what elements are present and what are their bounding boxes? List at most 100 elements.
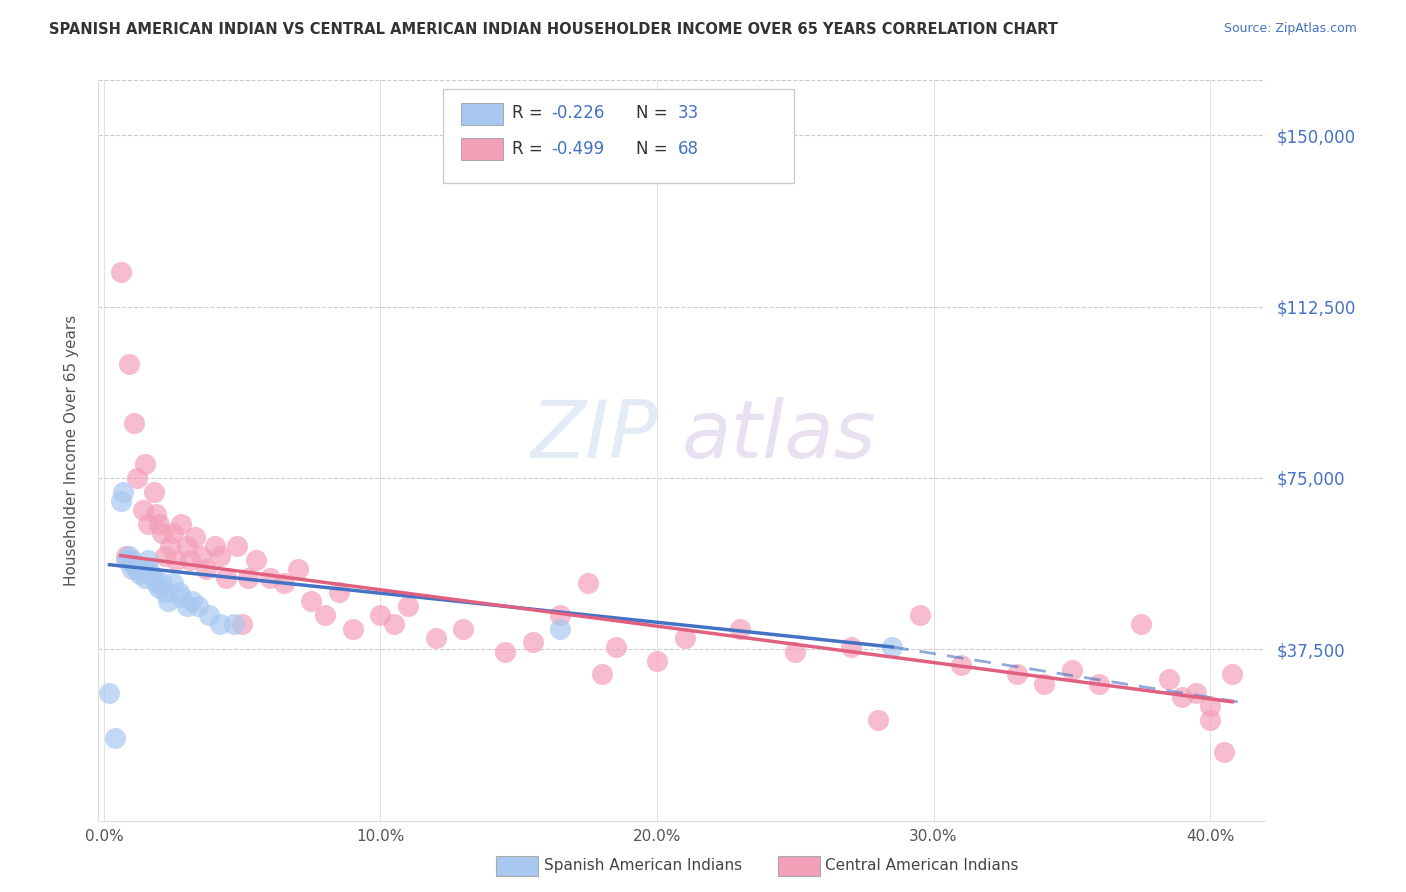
- Point: [184, 530, 207, 544]
- Point: [121, 553, 143, 567]
- Point: [839, 640, 862, 654]
- Point: [382, 617, 405, 632]
- Point: [127, 562, 149, 576]
- Point: [494, 644, 516, 658]
- Point: [150, 525, 173, 540]
- Point: [124, 558, 146, 572]
- Point: [129, 566, 152, 581]
- Point: [198, 607, 221, 622]
- Text: ZIP: ZIP: [531, 397, 658, 475]
- Point: [1157, 672, 1180, 686]
- Point: [868, 713, 890, 727]
- Point: [118, 357, 141, 371]
- Point: [908, 607, 931, 622]
- Point: [110, 493, 132, 508]
- Text: Central American Indians: Central American Indians: [825, 858, 1019, 872]
- Point: [121, 562, 143, 576]
- Point: [314, 607, 336, 622]
- Point: [522, 635, 544, 649]
- Point: [170, 516, 193, 531]
- Point: [236, 571, 259, 585]
- Point: [118, 549, 141, 563]
- Point: [1033, 676, 1056, 690]
- Text: Source: ZipAtlas.com: Source: ZipAtlas.com: [1223, 22, 1357, 36]
- Text: 33: 33: [678, 104, 699, 122]
- Point: [204, 540, 226, 554]
- Point: [136, 516, 159, 531]
- Point: [225, 540, 247, 554]
- Point: [181, 594, 204, 608]
- Point: [112, 484, 135, 499]
- Text: N =: N =: [636, 140, 672, 158]
- Point: [145, 576, 167, 591]
- Text: -0.499: -0.499: [551, 140, 605, 158]
- Point: [170, 590, 193, 604]
- Point: [1220, 667, 1243, 681]
- Point: [179, 553, 201, 567]
- Point: [142, 571, 165, 585]
- Point: [222, 617, 245, 632]
- Point: [162, 576, 184, 591]
- Point: [1185, 686, 1208, 700]
- Point: [370, 607, 392, 622]
- Point: [131, 503, 153, 517]
- Point: [176, 599, 198, 613]
- Text: -0.226: -0.226: [551, 104, 605, 122]
- Point: [209, 617, 232, 632]
- Point: [195, 562, 218, 576]
- Point: [396, 599, 419, 613]
- Text: R =: R =: [512, 104, 548, 122]
- Point: [287, 562, 309, 576]
- Point: [1199, 713, 1222, 727]
- Point: [148, 516, 170, 531]
- Point: [328, 585, 350, 599]
- Point: [162, 525, 184, 540]
- Y-axis label: Householder Income Over 65 years: Householder Income Over 65 years: [65, 315, 79, 586]
- Point: [1060, 663, 1083, 677]
- Point: [1212, 745, 1234, 759]
- Point: [209, 549, 232, 563]
- Point: [136, 562, 159, 576]
- Point: [950, 658, 973, 673]
- Point: [190, 549, 212, 563]
- Point: [167, 585, 190, 599]
- Point: [1199, 699, 1222, 714]
- Point: [110, 265, 132, 279]
- Point: [259, 571, 281, 585]
- Point: [1129, 617, 1152, 632]
- Text: atlas: atlas: [682, 397, 877, 475]
- Point: [1171, 690, 1194, 705]
- Point: [136, 553, 159, 567]
- Point: [591, 667, 613, 681]
- Point: [142, 484, 165, 499]
- Point: [214, 571, 236, 585]
- Point: [548, 622, 571, 636]
- Point: [124, 416, 146, 430]
- Point: [139, 566, 162, 581]
- Point: [548, 607, 571, 622]
- Point: [645, 654, 668, 668]
- Point: [134, 571, 156, 585]
- Point: [176, 540, 198, 554]
- Point: [134, 457, 156, 471]
- Point: [187, 599, 209, 613]
- Point: [153, 585, 176, 599]
- Point: [150, 576, 173, 591]
- Text: SPANISH AMERICAN INDIAN VS CENTRAL AMERICAN INDIAN HOUSEHOLDER INCOME OVER 65 YE: SPANISH AMERICAN INDIAN VS CENTRAL AMERI…: [49, 22, 1059, 37]
- Text: R =: R =: [512, 140, 548, 158]
- Point: [245, 553, 267, 567]
- Point: [145, 508, 167, 522]
- Point: [127, 471, 149, 485]
- Point: [98, 686, 121, 700]
- Point: [156, 594, 179, 608]
- Point: [127, 562, 149, 576]
- Text: N =: N =: [636, 104, 672, 122]
- Point: [728, 622, 751, 636]
- Point: [153, 549, 176, 563]
- Point: [425, 631, 447, 645]
- Point: [673, 631, 696, 645]
- Point: [605, 640, 627, 654]
- Point: [576, 576, 599, 591]
- Point: [159, 540, 181, 554]
- Text: 68: 68: [678, 140, 699, 158]
